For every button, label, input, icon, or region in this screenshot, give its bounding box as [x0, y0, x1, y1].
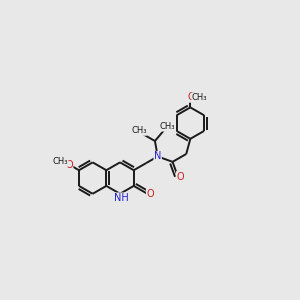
Text: O: O [65, 160, 73, 170]
Text: O: O [146, 189, 154, 199]
Text: CH₃: CH₃ [52, 157, 68, 166]
Text: N: N [154, 152, 161, 161]
Text: CH₃: CH₃ [160, 122, 175, 131]
Text: CH₃: CH₃ [192, 93, 207, 102]
Text: CH₃: CH₃ [131, 126, 147, 135]
Text: NH: NH [114, 193, 129, 203]
Text: O: O [188, 92, 195, 102]
Text: O: O [176, 172, 184, 182]
